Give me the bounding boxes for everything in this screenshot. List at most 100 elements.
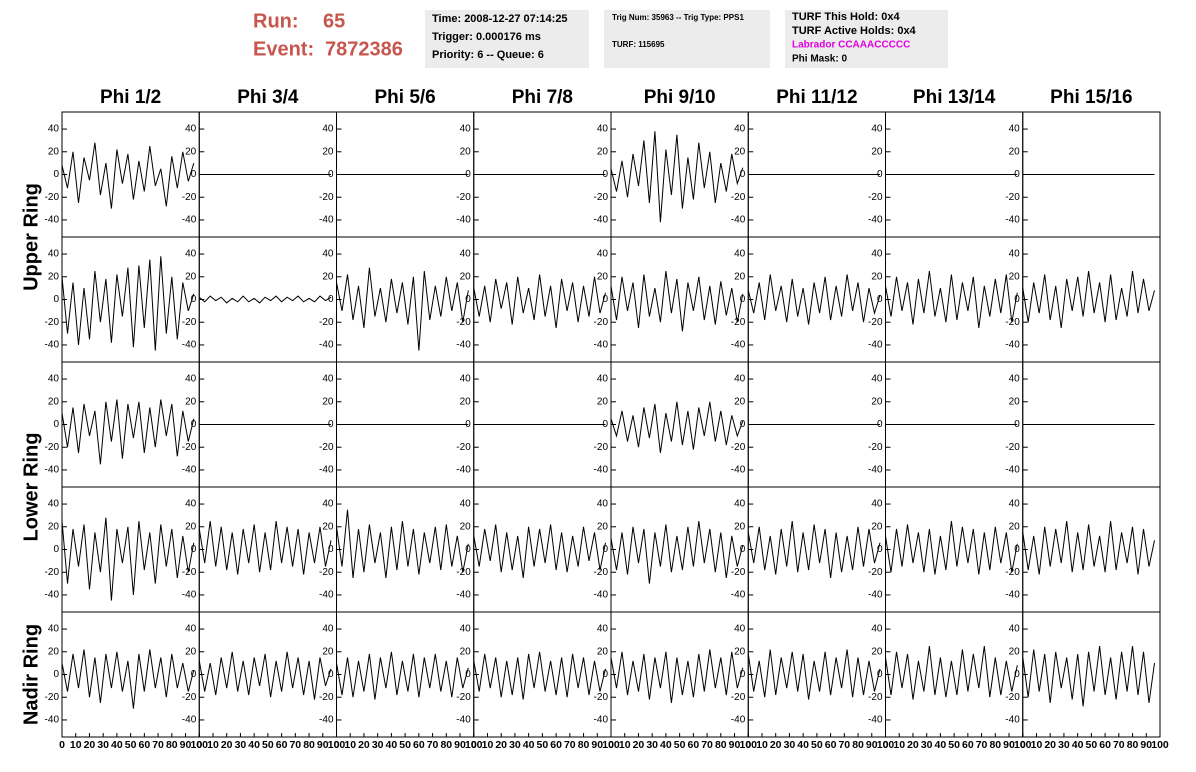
x-tick-label: 50	[537, 739, 549, 751]
y-tick-label: -40	[594, 465, 609, 476]
panel: -40 -20 0 20 40	[45, 486, 200, 613]
x-tick-label: 60	[413, 739, 425, 751]
y-tick-label: -20	[868, 192, 883, 203]
panel: -40 -20 0 20 40	[45, 361, 200, 488]
y-tick-label: 20	[597, 646, 609, 657]
ring-label: Upper Ring	[20, 183, 42, 291]
y-tick-label: 0	[740, 669, 746, 680]
panel: -40 -20 0 20 40	[182, 486, 337, 613]
y-tick-label: 0	[465, 544, 471, 555]
x-tick-label: 80	[440, 739, 452, 751]
column-label: Phi 1/2	[100, 87, 161, 108]
y-tick-label: -40	[456, 215, 471, 226]
x-tick-label: 70	[289, 739, 301, 751]
x-tick-label: 10	[344, 739, 356, 751]
x-tick-label: 0	[334, 739, 340, 751]
waveform	[885, 271, 1018, 328]
turf-this-hold: TURF This Hold: 0x4	[792, 11, 900, 23]
x-tick-label: 100	[1014, 739, 1032, 751]
y-tick-label: -40	[594, 215, 609, 226]
y-tick-label: -20	[456, 567, 471, 578]
panel: -40 -20 0 20 40	[868, 236, 1024, 363]
y-tick-label: 40	[1009, 249, 1021, 260]
x-tick-label: 60	[1099, 739, 1111, 751]
y-tick-label: -20	[868, 567, 883, 578]
y-tick-label: 0	[877, 669, 883, 680]
y-tick-label: -40	[731, 340, 746, 351]
y-tick-label: 0	[328, 669, 334, 680]
x-tick-label: 10	[893, 739, 905, 751]
y-tick-label: 0	[191, 544, 197, 555]
y-tick-label: -20	[868, 692, 883, 703]
panel-frame	[336, 486, 475, 613]
y-tick-label: -40	[731, 465, 746, 476]
x-tick-label: 50	[399, 739, 411, 751]
x-tick-label: 40	[386, 739, 398, 751]
waveform	[473, 651, 606, 700]
x-tick-label: 60	[139, 739, 151, 751]
y-tick-label: 20	[871, 646, 883, 657]
x-tick-label: 0	[471, 739, 477, 751]
panel: -40 -20 0 20 40	[319, 111, 475, 238]
panel: -40 -20 0 20 40	[1005, 486, 1161, 613]
waveform	[473, 274, 606, 328]
y-tick-label: 0	[1014, 419, 1020, 430]
y-tick-label: -20	[45, 317, 60, 328]
y-tick-label: -20	[45, 442, 60, 453]
y-tick-label: 20	[1009, 646, 1021, 657]
y-tick-label: -20	[594, 442, 609, 453]
y-tick-label: 40	[1009, 499, 1021, 510]
y-tick-label: -40	[45, 340, 60, 351]
panel: -40 -20 0 20 40	[456, 361, 612, 488]
x-tick-label: 70	[701, 739, 713, 751]
x-tick-label: 0	[883, 739, 889, 751]
y-tick-label: 0	[53, 294, 59, 305]
x-tick-label: 80	[578, 739, 590, 751]
x-tick-label: 20	[1044, 739, 1056, 751]
panel-frame	[61, 486, 200, 613]
y-tick-label: 40	[322, 374, 334, 385]
y-tick-label: 40	[185, 124, 197, 135]
y-tick-label: 20	[185, 521, 197, 532]
column-label: Phi 3/4	[237, 87, 299, 108]
y-tick-label: -20	[45, 692, 60, 703]
y-tick-label: 40	[48, 249, 60, 260]
y-tick-label: -20	[731, 692, 746, 703]
y-tick-label: 20	[1009, 271, 1021, 282]
y-tick-label: 0	[877, 294, 883, 305]
x-tick-label: 0	[608, 739, 614, 751]
y-tick-label: 20	[734, 646, 746, 657]
panel: -40 -20 0 20 40	[1005, 361, 1161, 488]
waveform	[61, 142, 195, 209]
x-tick-label: 10	[70, 739, 82, 751]
y-tick-label: -40	[731, 715, 746, 726]
y-tick-label: -40	[1005, 340, 1020, 351]
y-tick-label: -20	[456, 442, 471, 453]
y-tick-label: -40	[731, 215, 746, 226]
x-tick-label: 100	[602, 739, 620, 751]
column-label: Phi 11/12	[776, 87, 857, 108]
x-tick-label: 20	[84, 739, 96, 751]
y-tick-label: 0	[53, 419, 59, 430]
x-tick-label: 100	[877, 739, 895, 751]
y-tick-label: 40	[734, 249, 746, 260]
y-tick-label: -20	[594, 692, 609, 703]
y-tick-label: -40	[1005, 715, 1020, 726]
waveform	[610, 649, 744, 703]
y-tick-label: 20	[597, 521, 609, 532]
x-tick-label: 10	[1031, 739, 1043, 751]
column-label: Phi 15/16	[1050, 87, 1132, 108]
priority: Priority: 6 -- Queue: 6	[432, 49, 544, 61]
y-tick-label: -40	[319, 590, 334, 601]
y-tick-label: 40	[597, 499, 609, 510]
event-label: Event:	[253, 38, 314, 60]
waveform	[610, 521, 744, 584]
y-tick-label: 40	[734, 124, 746, 135]
panel: -40 -20 0 20 40	[594, 361, 749, 488]
x-tick-label: 10	[482, 739, 494, 751]
y-tick-label: 20	[871, 271, 883, 282]
y-tick-label: 40	[460, 624, 472, 635]
